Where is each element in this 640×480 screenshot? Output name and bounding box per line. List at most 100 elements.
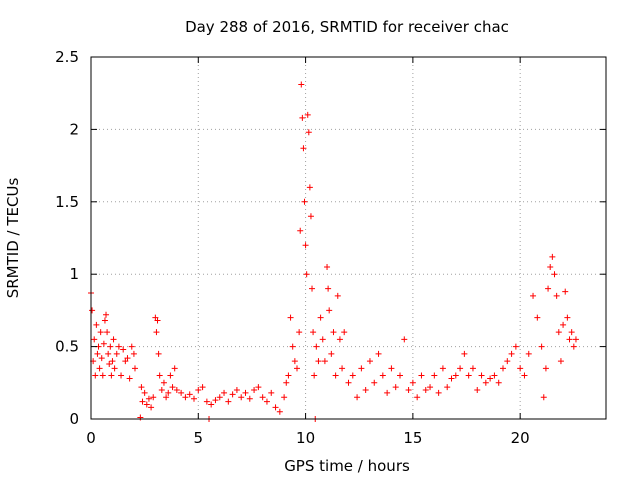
data-point (92, 372, 99, 379)
data-point (457, 365, 464, 372)
data-point (298, 81, 305, 88)
data-point (199, 384, 206, 391)
data-point (354, 394, 361, 401)
data-point (216, 394, 223, 401)
data-point (358, 365, 365, 372)
data-point (178, 389, 185, 396)
data-point (444, 384, 451, 391)
y-tick-label: 2 (69, 120, 79, 138)
data-point (272, 404, 279, 411)
data-point (138, 384, 145, 391)
data-point (289, 343, 296, 350)
data-point (163, 394, 170, 401)
data-point (508, 350, 515, 357)
data-point (427, 384, 434, 391)
y-tick-label: 2.5 (55, 48, 79, 66)
data-point (542, 365, 549, 372)
data-point (521, 372, 528, 379)
data-point (285, 372, 292, 379)
data-point (195, 387, 202, 394)
data-point (431, 372, 438, 379)
data-point (422, 387, 429, 394)
data-point (120, 346, 127, 353)
data-point (212, 397, 219, 404)
data-point (557, 358, 564, 365)
data-point (105, 350, 112, 357)
data-point (182, 394, 189, 401)
grid-layer (91, 57, 606, 419)
data-point (540, 394, 547, 401)
data-point (137, 414, 144, 421)
data-point (300, 145, 307, 152)
data-point (126, 375, 133, 382)
data-point (186, 391, 193, 398)
y-tick-label: 1 (69, 265, 79, 283)
data-point (547, 263, 554, 270)
data-point (97, 329, 104, 336)
data-point (324, 263, 331, 270)
x-tick-label: 10 (296, 429, 315, 447)
data-point (191, 395, 197, 402)
data-point (326, 307, 333, 314)
data-point (153, 329, 160, 336)
data-point (448, 375, 455, 382)
x-axis-title: GPS time / hours (284, 457, 410, 475)
data-point (128, 343, 135, 350)
data-point (98, 355, 105, 362)
data-point (93, 321, 100, 328)
data-point (309, 285, 316, 292)
data-point (310, 329, 317, 336)
data-point (124, 355, 131, 362)
data-point (169, 384, 176, 391)
data-point (482, 379, 489, 386)
data-point (139, 398, 146, 405)
data-point (141, 389, 148, 396)
data-point (238, 394, 245, 401)
data-point (469, 365, 476, 372)
data-point (487, 375, 494, 382)
data-point (538, 343, 545, 350)
data-point (375, 350, 382, 357)
data-point (349, 372, 356, 379)
data-point (517, 365, 524, 372)
data-point (332, 372, 339, 379)
data-point (131, 365, 138, 372)
data-point (439, 365, 446, 372)
data-point (304, 111, 311, 118)
data-point (504, 358, 511, 365)
data-point (474, 387, 481, 394)
data-point (283, 379, 290, 386)
data-point (495, 379, 502, 386)
data-point (148, 404, 155, 411)
data-point (107, 343, 114, 350)
data-point (319, 336, 326, 343)
data-point (305, 129, 312, 136)
data-point (145, 395, 152, 402)
data-point (99, 372, 106, 379)
data-point (100, 340, 107, 347)
data-point (89, 307, 96, 314)
y-axis-title: SRMTID / TECUs (4, 178, 22, 299)
data-point (221, 389, 228, 396)
data-point (156, 372, 163, 379)
y-tick-label: 1.5 (55, 193, 79, 211)
data-point (315, 358, 322, 365)
data-point (296, 329, 303, 336)
data-point (251, 387, 258, 394)
data-point (371, 379, 378, 386)
axis-ticks (90, 56, 606, 420)
data-point (287, 314, 294, 321)
data-point (111, 365, 118, 372)
data-point (299, 114, 306, 121)
data-point (291, 358, 298, 365)
data-point (545, 285, 552, 292)
data-point (572, 336, 579, 343)
data-point (103, 311, 110, 318)
data-point (281, 394, 288, 401)
data-points (88, 81, 579, 422)
data-point (143, 401, 150, 408)
data-point (553, 292, 560, 299)
data-point (203, 398, 210, 405)
data-point (362, 387, 369, 394)
